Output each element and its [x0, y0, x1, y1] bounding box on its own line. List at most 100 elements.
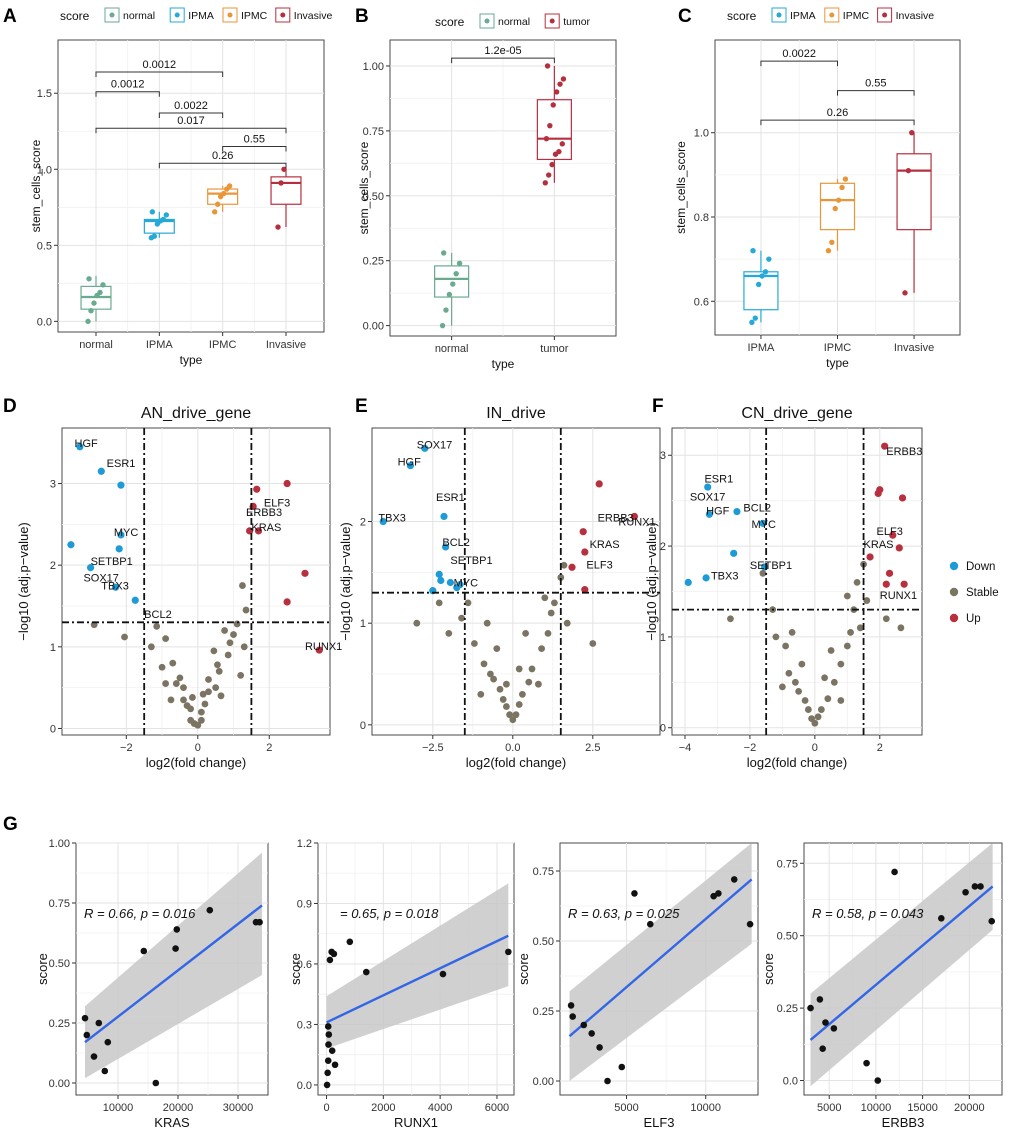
- comparison-bracket: [451, 57, 555, 64]
- point-stable: [201, 700, 209, 708]
- point-down: [67, 541, 75, 549]
- data-point: [839, 184, 845, 191]
- x-axis-title: type: [180, 353, 203, 367]
- y-tick-label: 0.50: [49, 958, 70, 970]
- y-tick-label: 0.0: [37, 316, 52, 328]
- point-stable: [824, 695, 832, 703]
- y-tick-label: 0: [360, 720, 366, 732]
- gene-label: RUNX1: [618, 517, 655, 529]
- data-point: [456, 260, 463, 266]
- point-stable: [897, 624, 905, 632]
- data-point: [91, 300, 97, 306]
- box-ipma: [743, 248, 779, 326]
- y-tick-label: 0.0: [297, 1080, 312, 1092]
- gene-label: MYC: [114, 527, 138, 539]
- p-value-label: 0.26: [827, 107, 848, 119]
- legend: [479, 13, 560, 29]
- p-value-label: 0.55: [865, 78, 886, 90]
- regression-line: [809, 885, 994, 1041]
- chart-title: CN_drive_gene: [741, 405, 852, 422]
- data-point: [567, 1002, 575, 1009]
- data-point: [746, 920, 754, 928]
- data-point: [450, 281, 456, 287]
- point-stable: [464, 599, 472, 607]
- data-point: [439, 322, 446, 329]
- regression-line: [568, 878, 753, 1038]
- data-point: [988, 917, 996, 925]
- data-point: [819, 1045, 826, 1052]
- plot-border: [61, 427, 331, 736]
- data-point: [832, 205, 838, 212]
- comparison-bracket: [222, 145, 287, 152]
- data-point: [556, 148, 562, 155]
- point-stable: [515, 701, 523, 708]
- point-stable: [551, 599, 558, 607]
- point-up: [253, 485, 261, 493]
- legend-label-ipma: IPMA: [790, 10, 816, 22]
- data-point: [275, 224, 281, 230]
- point-stable: [801, 697, 809, 704]
- data-point: [710, 892, 717, 900]
- y-tick-label: 0.25: [777, 1003, 798, 1015]
- legend-dot: [109, 12, 115, 18]
- point-down: [117, 481, 125, 489]
- y-tick-label: 0.75: [777, 858, 798, 870]
- y-axis-title: stem_cells_score: [674, 141, 688, 234]
- legend-dot-down: [949, 561, 959, 571]
- x-tick-label: 2: [877, 742, 883, 754]
- data-point: [749, 319, 755, 326]
- gene-label: KRAS: [590, 539, 620, 551]
- legend-dot-up: [949, 613, 959, 623]
- point-up: [315, 646, 323, 654]
- point-stable: [782, 642, 790, 650]
- point-stable: [778, 683, 786, 691]
- point-down: [379, 517, 387, 526]
- legend-dot: [776, 12, 782, 18]
- data-point: [874, 1077, 882, 1084]
- x-tick-label: IPMC: [824, 342, 852, 354]
- point-up: [581, 586, 589, 594]
- volcano-legend: [949, 561, 959, 623]
- data-point: [446, 291, 453, 298]
- gene-label: ESR1: [436, 492, 465, 504]
- data-point: [211, 209, 218, 215]
- box-body: [270, 176, 302, 205]
- x-tick-label: IPMC: [209, 339, 237, 351]
- point-stable: [221, 627, 228, 634]
- point-up: [898, 494, 907, 502]
- legend-label-invasive: Invasive: [896, 10, 935, 22]
- points: [807, 868, 996, 1084]
- point-stable: [830, 678, 838, 686]
- box-body: [896, 153, 932, 231]
- point-up: [283, 598, 291, 606]
- point-stable: [843, 592, 851, 600]
- y-tick-label: 0: [50, 723, 56, 735]
- x-axis-title: type: [826, 356, 849, 370]
- data-point: [835, 197, 842, 203]
- point-down: [97, 467, 105, 475]
- gene-label: ERBB3: [886, 446, 922, 458]
- legend-dot: [549, 18, 555, 24]
- grid-lines: [58, 40, 324, 332]
- point-stable: [242, 606, 250, 614]
- legend-dot: [280, 12, 286, 18]
- point-stable: [162, 680, 170, 687]
- y-tick-label: 0.50: [363, 191, 384, 203]
- point-stable: [538, 645, 545, 652]
- point-stable: [197, 716, 205, 724]
- points: [379, 444, 639, 724]
- point-down: [730, 549, 738, 557]
- y-tick-label: 3: [50, 479, 56, 491]
- y-tick-label: 1: [660, 632, 666, 644]
- point-stable: [199, 690, 207, 698]
- points: [67, 443, 323, 729]
- comparison-bracket: [95, 127, 287, 134]
- x-tick-label: 2000: [371, 1102, 395, 1114]
- x-tick-label: 5000: [614, 1102, 638, 1114]
- point-stable: [515, 665, 523, 673]
- data-point: [90, 1053, 98, 1060]
- point-stable: [493, 645, 501, 652]
- gene-label: BCL2: [442, 537, 470, 549]
- y-tick-label: 1: [50, 642, 56, 654]
